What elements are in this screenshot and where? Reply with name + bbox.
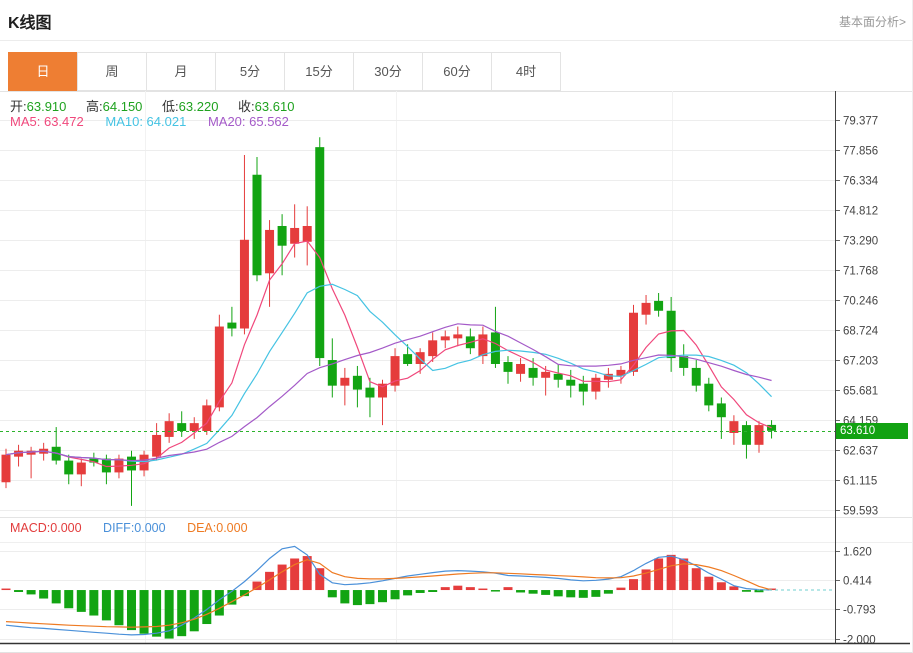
svg-text:76.334: 76.334 [843, 176, 879, 188]
svg-text:79.377: 79.377 [843, 116, 878, 128]
macd-label: MACD: [10, 521, 51, 535]
svg-text:59.593: 59.593 [843, 506, 878, 518]
tab-60分[interactable]: 60分 [422, 52, 492, 91]
svg-text:70.246: 70.246 [843, 296, 878, 308]
macd-legend: MACD:0.000 DIFF:0.000 DEA:0.000 [10, 521, 266, 535]
tab-4时[interactable]: 4时 [491, 52, 561, 91]
ma-legend: MA5: 63.472 MA10: 64.021 MA20: 65.562 [10, 114, 307, 129]
svg-text:-2.000: -2.000 [843, 635, 876, 646]
low-value: 63.220 [178, 99, 219, 114]
tab-30分[interactable]: 30分 [353, 52, 423, 91]
tab-5分[interactable]: 5分 [215, 52, 285, 91]
close-value: 63.610 [254, 99, 295, 114]
ohlc-legend: 开:63.910 高:64.150 低:63.220 收:63.610 [10, 96, 310, 115]
timeframe-tabs: 日周月 5分 15分 30分 60分 4时 [0, 52, 912, 92]
macd-value: 0.000 [50, 521, 82, 535]
widget-header: K线图 基本面分析> [0, 0, 912, 41]
svg-text:1.620: 1.620 [843, 547, 872, 559]
current-price-badge: 63.610 [836, 423, 908, 439]
high-value: 64.150 [102, 99, 143, 114]
ma20-label: MA20: [207, 114, 250, 129]
page-title: K线图 [8, 15, 52, 32]
tab-周[interactable]: 周 [77, 52, 147, 91]
high-label: 高: [86, 99, 103, 114]
svg-text:0.414: 0.414 [843, 576, 872, 588]
chart-area: 79.377 77.856 76.334 74.812 73.290 71.768 70.2… [0, 91, 913, 645]
dea-label: DEA: [187, 521, 217, 535]
svg-text:-0.793: -0.793 [843, 605, 876, 617]
low-label: 低: [162, 99, 179, 114]
close-label: 收: [238, 99, 255, 114]
svg-text:77.856: 77.856 [843, 146, 878, 158]
dea-value: 0.000 [216, 521, 248, 535]
svg-text:67.203: 67.203 [843, 356, 878, 368]
ma5-value: 63.472 [43, 114, 84, 129]
kline-chart-canvas[interactable]: 79.377 77.856 76.334 74.812 73.290 71.768 70.2… [0, 91, 913, 645]
svg-text:74.812: 74.812 [843, 206, 878, 218]
svg-text:62.637: 62.637 [843, 446, 878, 458]
svg-text:61.115: 61.115 [843, 476, 877, 488]
open-label: 开: [10, 99, 27, 114]
ma10-label: MA10: [105, 114, 147, 129]
svg-text:68.724: 68.724 [843, 326, 879, 338]
ma5-label: MA5: [10, 114, 44, 129]
ma10-value: 64.021 [146, 114, 187, 129]
tab-月[interactable]: 月 [146, 52, 216, 91]
ma20-value: 65.562 [249, 114, 289, 129]
diff-label: DIFF: [103, 521, 135, 535]
diff-value: 0.000 [134, 521, 166, 535]
tab-日[interactable]: 日 [8, 52, 78, 91]
fundamental-analysis-link[interactable]: 基本面分析> [838, 15, 906, 29]
svg-text:71.768: 71.768 [843, 266, 878, 278]
svg-text:65.681: 65.681 [843, 386, 878, 398]
svg-text:73.290: 73.290 [843, 236, 878, 248]
tab-15分[interactable]: 15分 [284, 52, 354, 91]
open-value: 63.910 [26, 99, 67, 114]
